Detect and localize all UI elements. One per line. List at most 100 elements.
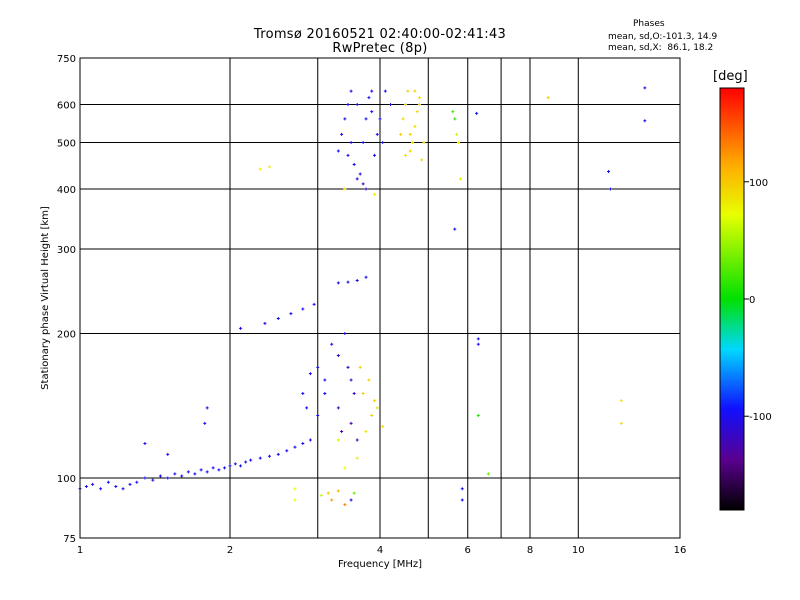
scatter-point [114, 485, 118, 489]
scatter-point [451, 110, 455, 114]
scatter-point [476, 342, 480, 346]
scatter-point [413, 89, 417, 93]
scatter-point [355, 438, 359, 442]
scatter-point [401, 117, 405, 121]
scatter-point [408, 132, 412, 136]
scatter-point [370, 413, 374, 417]
x-tick-label: 1 [77, 545, 83, 556]
scatter-point [364, 275, 368, 279]
scatter-point [643, 119, 647, 123]
scatter-point [349, 378, 353, 382]
scatter-point [173, 472, 177, 476]
scatter-point [267, 165, 271, 169]
scatter-point [336, 353, 340, 357]
scatter-point [305, 406, 309, 410]
scatter-point [223, 466, 227, 470]
scatter-point [106, 480, 110, 484]
chart-title-line1: Tromsø 20160521 02:40:00-02:41:43 [253, 27, 507, 42]
scatter-point [128, 482, 132, 486]
scatter-point [285, 449, 289, 453]
scatter-point [316, 413, 320, 417]
scatter-point [267, 454, 271, 458]
scatter-point [343, 117, 347, 121]
y-tick-label: 100 [57, 474, 76, 485]
scatter-point [308, 438, 312, 442]
scatter-point [258, 456, 262, 460]
scatter-point [166, 476, 170, 480]
scatter-point [84, 485, 88, 489]
scatter-point [336, 149, 340, 153]
scatter-point [336, 406, 340, 410]
scatter-point [186, 470, 190, 474]
scatter-point [381, 141, 385, 145]
scatter-point [375, 132, 379, 136]
scatter-point [608, 187, 612, 191]
y-tick-label: 600 [57, 101, 76, 112]
scatter-point [217, 468, 221, 472]
scatter-point [358, 365, 362, 369]
scatter-point [403, 103, 407, 107]
scatter-point [367, 378, 371, 382]
scatter-point [352, 491, 356, 495]
scatter-point [475, 111, 479, 115]
scatter-point [408, 149, 412, 153]
scatter-point [455, 132, 459, 136]
x-tick-label: 6 [465, 545, 471, 556]
plot-frame [79, 57, 681, 539]
scatter-point [228, 464, 232, 468]
scatter-point [239, 464, 243, 468]
scatter-point [343, 503, 347, 507]
scatter-point [460, 487, 464, 491]
scatter-point [373, 153, 377, 157]
x-tick-label: 8 [527, 545, 533, 556]
colorbar-ticks: 100 0 -100 [744, 178, 772, 423]
y-tick-labels: 75 100 200 300 400 500 600 750 [57, 54, 76, 545]
scatter-point [249, 458, 253, 462]
scatter-point [453, 227, 457, 231]
scatter-point [361, 141, 365, 145]
scatter-point [373, 192, 377, 196]
scatter-point [340, 430, 344, 434]
scatter-point [121, 487, 125, 491]
scatter-point [293, 487, 297, 491]
scatter-point [91, 482, 95, 486]
scatter-point [276, 452, 280, 456]
scatter-point [406, 89, 410, 93]
scatter-point [205, 470, 209, 474]
scatter-point [312, 302, 316, 306]
scatter-point [276, 316, 280, 320]
x-tick-label: 4 [377, 545, 383, 556]
scatter-point [355, 177, 359, 181]
scatter-point [293, 498, 297, 502]
scatter-point [361, 392, 365, 396]
scatter-point [346, 365, 350, 369]
scatter-point [258, 167, 262, 171]
scatter-points [78, 86, 647, 507]
scatter-point [336, 438, 340, 442]
y-tick-label: 400 [57, 185, 76, 196]
scatter-point [453, 117, 457, 121]
scatter-point [415, 110, 419, 114]
scatter-point [349, 141, 353, 145]
scatter-point [143, 476, 147, 480]
scatter-point [355, 456, 359, 460]
scatter-point [263, 321, 267, 325]
scatter-point [619, 399, 623, 403]
scatter-point [378, 117, 382, 121]
scatter-point [323, 378, 327, 382]
scatter-point [349, 89, 353, 93]
scatter-point [460, 498, 464, 502]
scatter-point [166, 452, 170, 456]
scatter-point [364, 117, 368, 121]
scatter-point [413, 124, 417, 128]
y-tick-label: 750 [57, 54, 76, 65]
scatter-point [301, 392, 305, 396]
scatter-point [193, 472, 197, 476]
scatter-point [233, 462, 237, 466]
scatter-point [373, 399, 377, 403]
scatter-point [476, 337, 480, 341]
scatter-point [301, 307, 305, 311]
scatter-point [403, 153, 407, 157]
x-tick-labels: 1 2 4 6 8 10 16 [77, 545, 687, 556]
